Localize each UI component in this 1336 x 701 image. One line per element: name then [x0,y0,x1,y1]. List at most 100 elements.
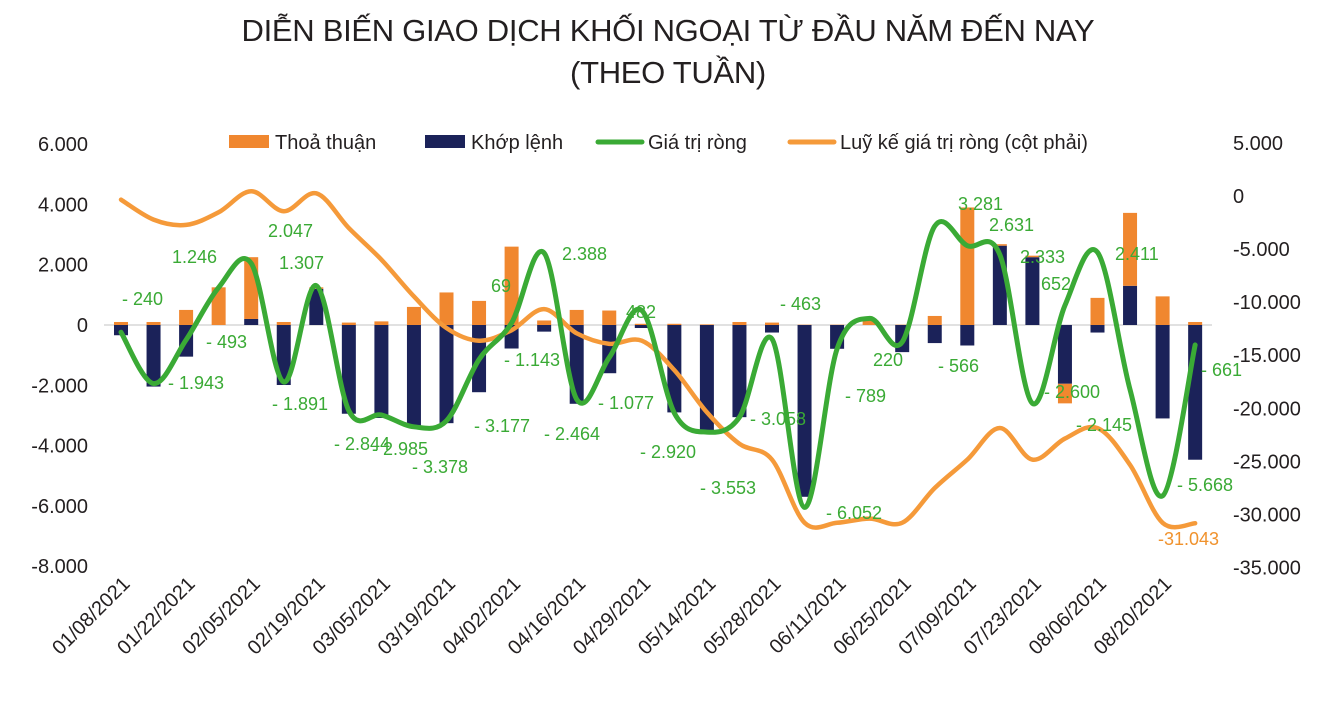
legend-label: Thoả thuận [275,132,376,154]
thoa-thuan-bar [114,321,128,325]
net-value-line [118,219,1198,510]
legend-swatch [229,135,269,148]
y-right-tick-label: 5.000 [1233,133,1283,155]
khop-lenh-bar [797,325,812,497]
khop-lenh-bar [634,325,649,329]
net-value-label: - 2.600 [1044,382,1100,402]
net-value-label: - 789 [845,386,886,406]
thoa-thuan-bar [765,322,779,325]
thoa-thuan-bar [472,300,487,325]
thoa-thuan-bar [341,322,356,325]
y-axis-right: 5.000 0 -5.000 -10.000 -15.000 -20.000 -25.000… [1233,133,1301,579]
khop-lenh-bar [1123,285,1138,325]
y-left-tick-label: 6.000 [38,134,88,156]
khop-lenh-bar [406,325,421,427]
thoa-thuan-bar [699,324,714,325]
thoa-thuan-bar [732,321,747,325]
net-value-line-series [118,219,1198,510]
thoa-thuan-bar [1057,383,1072,404]
khop-lenh-bar [276,325,291,386]
net-value-label: - 3.177 [474,416,530,436]
thoa-thuan-bar [1123,212,1138,286]
y-right-tick-label: -35.000 [1233,557,1301,579]
net-value-label: - 1.143 [504,350,560,370]
net-value-label: - 2.844 [334,434,390,454]
khop-lenh-bar [732,325,747,418]
khop-lenh-bar [1090,325,1105,333]
chart-subtitle: (THEO TUẦN) [570,55,766,90]
thoa-thuan-bar [992,244,1007,246]
y-right-tick-label: -5.000 [1233,239,1290,261]
y-left-tick-label: -8.000 [31,556,88,578]
net-value-label: 220 [873,350,903,370]
cumulative-line-series [118,188,1198,530]
net-value-label: - 1.891 [272,394,328,414]
net-value-label: - 5.668 [1177,475,1233,495]
legend-label: Giá trị ròng [648,132,747,154]
net-value-label: 2.388 [562,244,607,264]
net-value-label: 2.631 [989,215,1034,235]
y-left-tick-label: 0 [77,315,88,337]
cumulative-line [118,188,1198,530]
thoa-thuan-bar [406,306,421,325]
net-value-label: - 1.077 [598,393,654,413]
net-value-label: 2.411 [1115,244,1159,264]
khop-lenh-bar [765,325,779,333]
thoa-thuan-bar [569,309,584,325]
khop-lenh-bar [1057,325,1072,384]
chart-title: DIỄN BIẾN GIAO DỊCH KHỐI NGOẠI TỪ ĐẦU NĂ… [241,13,1095,48]
thoa-thuan-bar [1188,321,1203,325]
thoa-thuan-bar [439,292,454,325]
thoa-thuan-bar [634,323,649,325]
net-value-label: 69 [491,276,511,296]
net-value-label: - 661 [1201,360,1242,380]
thoa-thuan-bar [179,309,194,325]
khop-lenh-bar [439,325,454,424]
khop-lenh-bar [960,325,975,346]
khop-lenh-bar [146,325,161,387]
net-value-label: - 3.058 [750,409,806,429]
khop-lenh-bar [309,288,324,325]
data-labels: - 240 - 1.943 - 493 1.246 2.047 - 1.891 1.307 -… [122,194,1242,549]
net-value-label: - 3.553 [700,478,756,498]
y-left-tick-label: -4.000 [31,436,88,458]
thoa-thuan-bar [146,321,161,325]
net-value-label: 652 [1041,274,1071,294]
legend-label: Luỹ kế giá trị ròng (cột phải) [840,132,1088,154]
net-value-label: - 3.378 [412,457,468,477]
net-value-label: 482 [626,302,656,322]
thoa-thuan-bar [862,320,877,325]
thoa-thuan-bar [504,246,519,325]
thoa-thuan-bar [1155,296,1170,325]
legend-label: Khớp lệnh [471,132,563,154]
net-value-label: - 493 [206,332,247,352]
net-value-label: - 2.464 [544,424,600,444]
net-value-label: 3.281 [958,194,1003,214]
thoa-thuan-bar [667,323,682,325]
khop-lenh-bar [244,318,259,325]
thoa-thuan-bar [1025,255,1040,258]
khop-lenh-bar [537,325,552,332]
y-axis-left: 6.000 4.000 2.000 0 -2.000 -4.000 -6.000 -8.000 [31,134,88,578]
y-left-tick-label: 4.000 [38,194,88,216]
net-value-label: - 6.052 [826,503,882,523]
y-right-tick-label: 0 [1233,186,1244,208]
y-right-tick-label: -10.000 [1233,292,1301,314]
thoa-thuan-bar [374,321,389,325]
y-right-tick-label: -15.000 [1233,345,1301,367]
x-axis: 01/08/202101/22/202102/05/202102/19/2021… [48,573,1176,659]
y-left-tick-label: -6.000 [31,496,88,518]
khop-lenh-bar [1155,325,1170,419]
khop-lenh-bar [374,325,389,418]
y-right-tick-label: -20.000 [1233,398,1301,420]
thoa-thuan-bar [211,287,226,325]
cumulative-value-label: -31.043 [1158,529,1219,549]
net-value-label: - 2.920 [640,442,696,462]
thoa-thuan-bar [276,321,291,325]
net-value-label: 1.307 [279,253,324,273]
khop-lenh-bar [1025,257,1040,325]
net-value-label: - 463 [780,294,821,314]
net-value-label: 2.047 [268,221,313,241]
thoa-thuan-bar [927,315,942,325]
